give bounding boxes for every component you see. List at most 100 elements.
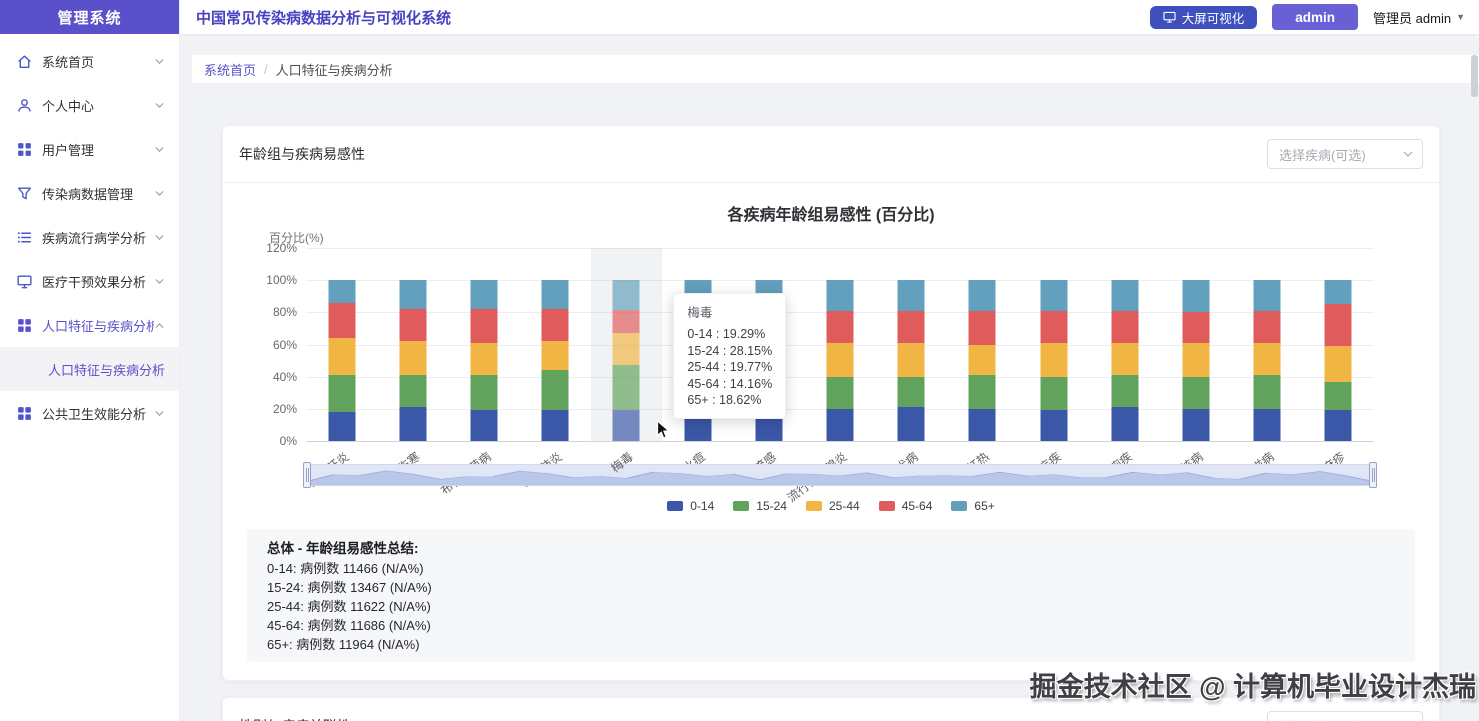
bar-segment-0-14[interactable]	[1182, 408, 1210, 441]
bar-segment-25-44[interactable]	[1182, 342, 1210, 377]
bar-segment-15-24[interactable]	[612, 364, 640, 410]
disease-select[interactable]: 选择疾病(可选)	[1267, 139, 1423, 169]
sidebar-item-profile[interactable]: 个人中心	[0, 83, 179, 127]
bar-segment-45-64[interactable]	[1111, 310, 1139, 343]
sidebar-item-intervention[interactable]: 医疗干预效果分析	[0, 259, 179, 303]
bar-segment-0-14[interactable]	[826, 408, 854, 441]
bar-segment-65+[interactable]	[968, 280, 996, 311]
bar-猩红热[interactable]: 猩红热	[947, 248, 1018, 483]
stacked-bar[interactable]	[1253, 280, 1281, 441]
bar-布鲁氏菌病[interactable]: 布鲁氏菌病	[438, 248, 519, 498]
bar-segment-45-64[interactable]	[328, 302, 356, 339]
bar-segment-0-14[interactable]	[1111, 407, 1139, 441]
bar-segment-25-44[interactable]	[541, 341, 569, 371]
disease-select[interactable]: 选择疾病(可选)	[1267, 711, 1423, 721]
bar-segment-0-14[interactable]	[1040, 410, 1068, 441]
stacked-bar[interactable]	[968, 280, 996, 441]
bar-艾滋病[interactable]: 艾滋病	[1232, 248, 1303, 483]
sidebar-item-disease-data[interactable]: 传染病数据管理	[0, 171, 179, 215]
bar-segment-0-14[interactable]	[1324, 410, 1352, 441]
bar-segment-0-14[interactable]	[1253, 408, 1281, 441]
bar-segment-15-24[interactable]	[968, 375, 996, 409]
datazoom-slider[interactable]	[303, 462, 1377, 488]
bar-segment-65+[interactable]	[541, 280, 569, 310]
admin-button[interactable]: admin	[1272, 4, 1359, 30]
legend-item-15-24[interactable]: 15-24	[733, 499, 787, 513]
bar-segment-45-64[interactable]	[399, 309, 427, 342]
bar-segment-15-24[interactable]	[897, 376, 925, 408]
sidebar-item-home[interactable]: 系统首页	[0, 39, 179, 83]
bar-segment-0-14[interactable]	[897, 407, 925, 441]
bar-疟疾[interactable]: 疟疾	[1018, 248, 1089, 475]
sidebar-subitem-population[interactable]: 人口特征与疾病分析	[0, 347, 179, 391]
legend-item-25-44[interactable]: 25-44	[805, 499, 860, 513]
sidebar-item-epidemiology[interactable]: 疾病流行病学分析	[0, 215, 179, 259]
bar-segment-65+[interactable]	[826, 280, 854, 311]
bar-segment-65+[interactable]	[1253, 280, 1281, 311]
bar-狂犬病[interactable]: 狂犬病	[876, 248, 947, 483]
bar-segment-15-24[interactable]	[1111, 375, 1139, 408]
legend-item-0-14[interactable]: 0-14	[667, 499, 714, 513]
bar-segment-25-44[interactable]	[897, 342, 925, 377]
datazoom-selected-range[interactable]	[307, 465, 1373, 485]
bar-segment-25-44[interactable]	[470, 342, 498, 376]
bar-segment-65+[interactable]	[328, 280, 356, 303]
bar-新冠肺炎[interactable]: 新冠肺炎	[519, 248, 591, 490]
bar-流行性腮腺炎[interactable]: 流行性腮腺炎	[785, 248, 875, 505]
stacked-bar[interactable]	[612, 280, 640, 441]
bar-梅毒[interactable]: 梅毒 梅毒 0-14 : 19.29% 15-24 : 28.15% 25-44 : 1…	[590, 248, 787, 475]
bar-结核病[interactable]: 结核病	[1160, 248, 1231, 483]
legend-item-65+[interactable]: 65+	[951, 499, 995, 513]
bar-segment-15-24[interactable]	[1253, 375, 1281, 409]
bar-segment-45-64[interactable]	[968, 310, 996, 345]
bar-segment-65+[interactable]	[1111, 280, 1139, 311]
sidebar-item-users[interactable]: 用户管理	[0, 127, 179, 171]
bar-segment-15-24[interactable]	[541, 370, 569, 411]
bar-segment-45-64[interactable]	[826, 310, 854, 343]
bar-segment-25-44[interactable]	[1324, 346, 1352, 382]
bar-segment-45-64[interactable]	[897, 310, 925, 343]
user-menu[interactable]: 管理员 admin ▼	[1373, 8, 1465, 27]
scrollbar-thumb[interactable]	[1471, 55, 1478, 97]
bar-segment-65+[interactable]	[612, 280, 640, 311]
bar-segment-25-44[interactable]	[1253, 342, 1281, 376]
stacked-bar[interactable]	[1111, 280, 1139, 441]
bar-麻疹[interactable]: 麻疹	[1303, 248, 1374, 475]
datazoom-right-handle[interactable]	[1369, 462, 1377, 488]
bar-segment-15-24[interactable]	[1182, 376, 1210, 409]
bar-segment-65+[interactable]	[897, 280, 925, 311]
datazoom-left-handle[interactable]	[303, 462, 311, 488]
bar-segment-65+[interactable]	[1040, 280, 1068, 311]
bar-segment-45-64[interactable]	[1253, 310, 1281, 343]
stacked-bar[interactable]	[399, 280, 427, 441]
bar-segment-45-64[interactable]	[612, 310, 640, 333]
bar-segment-15-24[interactable]	[328, 375, 356, 413]
stacked-bar[interactable]	[826, 280, 854, 441]
bar-segment-0-14[interactable]	[328, 412, 356, 441]
stacked-bar[interactable]	[897, 280, 925, 441]
bar-segment-25-44[interactable]	[612, 332, 640, 365]
bar-segment-45-64[interactable]	[1040, 310, 1068, 343]
bar-segment-45-64[interactable]	[1182, 312, 1210, 343]
stacked-bar[interactable]	[1182, 280, 1210, 441]
bar-segment-0-14[interactable]	[541, 410, 569, 441]
bar-segment-25-44[interactable]	[968, 344, 996, 376]
bar-segment-15-24[interactable]	[470, 375, 498, 411]
bar-伤寒[interactable]: 伤寒	[377, 248, 448, 475]
bar-segment-0-14[interactable]	[470, 410, 498, 441]
bar-segment-0-14[interactable]	[968, 408, 996, 441]
stacked-bar[interactable]	[1324, 280, 1352, 441]
stacked-bar[interactable]	[541, 280, 569, 441]
bar-segment-65+[interactable]	[399, 280, 427, 310]
bar-乙型肝炎[interactable]: 乙型肝炎	[305, 248, 377, 490]
bar-segment-25-44[interactable]	[826, 342, 854, 377]
bar-segment-15-24[interactable]	[826, 376, 854, 409]
bar-segment-65+[interactable]	[1324, 280, 1352, 305]
bar-segment-65+[interactable]	[470, 280, 498, 310]
bar-segment-25-44[interactable]	[1111, 342, 1139, 376]
breadcrumb-home-link[interactable]: 系统首页	[204, 62, 257, 78]
bar-segment-45-64[interactable]	[1324, 304, 1352, 347]
bar-segment-45-64[interactable]	[470, 309, 498, 343]
bar-segment-0-14[interactable]	[612, 409, 640, 441]
bar-痢疾[interactable]: 痢疾	[1089, 248, 1160, 475]
